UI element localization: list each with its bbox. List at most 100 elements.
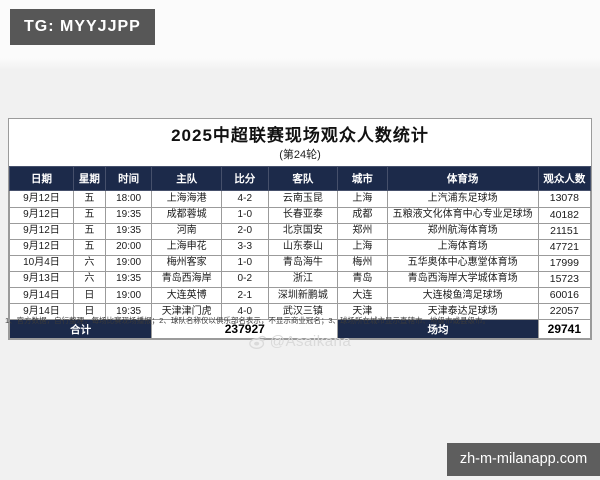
table-cell: 9月12日 (9, 190, 74, 208)
table-cell: 长春亚泰 (267, 206, 339, 224)
table-title: 2025中超联赛现场观众人数统计 (171, 126, 429, 145)
table-cell: 五 (72, 190, 106, 208)
table-cell: 47721 (537, 238, 592, 256)
table-body: 9月12日五 18:00 上海海港 4-2 云南玉昆 上海 上汽浦东足球场 13078 9月12… (9, 190, 592, 321)
table-cell: 上汽浦东足球场 (386, 190, 539, 208)
table-cell: 天津泰达足球场 (386, 303, 539, 321)
table-cell: 17999 (537, 254, 592, 273)
table-cell: 9月12日 (9, 222, 74, 240)
table-cell: 19:35 (104, 271, 153, 289)
table-row: 9月12日五 20:00 上海申花 3-3 山东泰山 上海 上海体育场 47721 (9, 238, 592, 256)
table-cell: 20:00 (104, 238, 153, 256)
table-cell: 五 (72, 238, 106, 256)
table-cell: 上海体育场 (386, 238, 539, 256)
table-cell: 2-0 (221, 222, 269, 240)
footnote-text: 1、官方数据，自行整理，每场比赛现场播报；2、球队名称仅以俱乐部名表示，不显示商… (5, 316, 491, 325)
table-cell: 大连梭鱼湾足球场 (386, 287, 539, 305)
author-watermark: @Asaikana (0, 333, 600, 350)
average-label: 场均 (337, 319, 539, 340)
table-cell: 青岛 (337, 271, 388, 289)
table-cell: 大连英博 (151, 287, 223, 305)
table-cell: 19:35 (104, 206, 153, 224)
author-watermark-text: @Asaikana (269, 333, 352, 350)
table-cell: 五 (72, 222, 106, 240)
table-cell: 4-0 (221, 303, 269, 321)
table-cell: 大连 (337, 287, 388, 305)
table-cell: 1-0 (221, 254, 269, 273)
table-cell: 10月4日 (9, 254, 74, 273)
table-cell: 浙江 (267, 271, 339, 289)
table-cell: 上海申花 (151, 238, 223, 256)
table-cell: 9月13日 (9, 271, 74, 289)
table-cell: 9月14日 (9, 303, 74, 321)
table-cell: 19:00 (104, 254, 153, 273)
table-cell: 15723 (537, 271, 592, 289)
table-row: 10月4日六 19:00 梅州客家 1-0 青岛海牛 梅州 五华奥体中心惠堂体育场 17999 (9, 254, 592, 273)
table-cell: 9月12日 (9, 206, 74, 224)
table-cell: 青岛海牛 (267, 254, 339, 273)
table-cell: 青岛西海岸 (151, 271, 223, 289)
attendance-table: 日期 星期 时间 主队 比分 客队 城市 体育场 观众人数 9月12日五 18:00 上海海港 4-2… (8, 166, 592, 340)
table-cell: 天津津门虎 (151, 303, 223, 321)
column-header: 主队 (151, 166, 223, 192)
table-cell: 4-2 (221, 190, 269, 208)
average-value: 29741 (537, 319, 592, 340)
table-cell: 9月14日 (9, 287, 74, 305)
table-cell: 0-2 (221, 271, 269, 289)
table-subtitle: (第24轮) (279, 149, 321, 162)
table-cell: 19:35 (104, 222, 153, 240)
header-row: 日期 星期 时间 主队 比分 客队 城市 体育场 观众人数 (9, 166, 592, 192)
table-cell: 深圳新鹏城 (267, 287, 339, 305)
table-cell: 2-1 (221, 287, 269, 305)
telegram-badge: TG: MYYJJPP (10, 9, 155, 45)
table-row: 9月12日五 19:35 成都蓉城 1-0 长春亚泰 成都 五粮液文化体育中心专业足球场 40… (9, 206, 592, 224)
table-cell: 五 (72, 206, 106, 224)
table-cell: 郑州 (337, 222, 388, 240)
column-header: 体育场 (386, 166, 539, 192)
table-cell: 19:35 (104, 303, 153, 321)
table-cell: 22057 (537, 303, 592, 321)
column-header: 城市 (337, 166, 388, 192)
table-cell: 40182 (537, 206, 592, 224)
column-header: 日期 (9, 166, 74, 192)
table-cell: 日 (72, 287, 106, 305)
table-cell: 9月12日 (9, 238, 74, 256)
table-cell: 日 (72, 303, 106, 321)
table-row: 9月12日五 18:00 上海海港 4-2 云南玉昆 上海 上汽浦东足球场 13078 (9, 190, 592, 208)
column-header: 星期 (72, 166, 106, 192)
table-cell: 1-0 (221, 206, 269, 224)
weibo-icon (248, 335, 266, 349)
table-cell: 北京国安 (267, 222, 339, 240)
column-header: 比分 (221, 166, 269, 192)
table-row: 9月12日五 19:35 河南 2-0 北京国安 郑州 郑州航海体育场 21151 (9, 222, 592, 240)
table-cell: 云南玉昆 (267, 190, 339, 208)
column-header: 时间 (104, 166, 153, 192)
column-header: 观众人数 (537, 166, 592, 192)
table-cell: 河南 (151, 222, 223, 240)
table-cell: 18:00 (104, 190, 153, 208)
column-header: 客队 (267, 166, 339, 192)
table-row: 9月13日六 19:35 青岛西海岸 0-2 浙江 青岛 青岛西海岸大学城体育场 15723 (9, 271, 592, 289)
footer-row: 合计 237927 场均 29741 (8, 319, 592, 340)
table-cell: 上海海港 (151, 190, 223, 208)
table-cell: 13078 (537, 190, 592, 208)
table-cell: 成都 (337, 206, 388, 224)
table-cell: 六 (72, 271, 106, 289)
total-value: 237927 (151, 319, 339, 340)
table-cell: 山东泰山 (267, 238, 339, 256)
table-cell: 武汉三镇 (267, 303, 339, 321)
table-cell: 六 (72, 254, 106, 273)
table-cell: 19:00 (104, 287, 153, 305)
table-cell: 3-3 (221, 238, 269, 256)
attendance-table-card: 2025中超联赛现场观众人数统计 (第24轮) 日期 星期 时间 主队 比分 客队 城市 体育… (8, 118, 592, 341)
table-cell: 青岛西海岸大学城体育场 (386, 271, 539, 289)
table-cell: 上海 (337, 238, 388, 256)
table-cell: 60016 (537, 287, 592, 305)
table-cell: 上海 (337, 190, 388, 208)
table-cell: 成都蓉城 (151, 206, 223, 224)
table-row: 9月14日日 19:35 天津津门虎 4-0 武汉三镇 天津 天津泰达足球场 22057 (9, 303, 592, 321)
table-cell: 天津 (337, 303, 388, 321)
site-watermark: zh-m-milanapp.com (447, 443, 600, 476)
table-cell: 五华奥体中心惠堂体育场 (386, 254, 539, 273)
